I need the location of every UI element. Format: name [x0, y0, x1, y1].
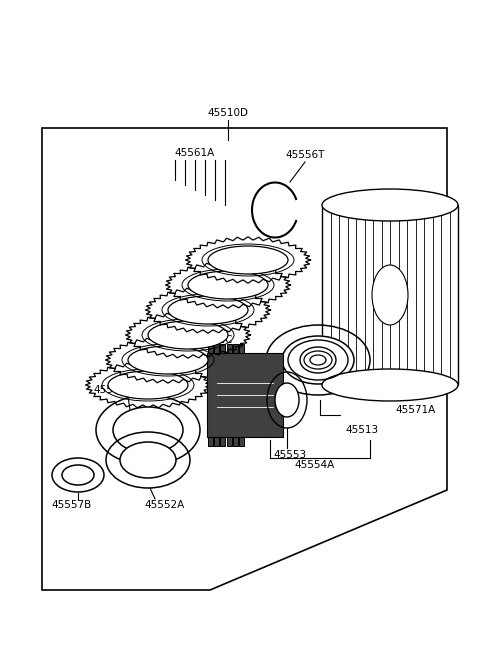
Ellipse shape	[322, 189, 458, 221]
Polygon shape	[240, 344, 244, 353]
Polygon shape	[233, 344, 238, 353]
Ellipse shape	[275, 383, 299, 417]
Text: 45554A: 45554A	[295, 460, 335, 470]
Text: 45561A: 45561A	[175, 148, 215, 158]
Ellipse shape	[113, 407, 183, 453]
Polygon shape	[214, 344, 219, 353]
Ellipse shape	[282, 336, 354, 384]
Ellipse shape	[188, 271, 268, 299]
Polygon shape	[220, 344, 226, 353]
Polygon shape	[233, 437, 238, 446]
Text: 45510D: 45510D	[207, 108, 249, 118]
Ellipse shape	[108, 371, 188, 399]
Text: 45553: 45553	[274, 450, 307, 460]
Polygon shape	[214, 437, 219, 446]
Polygon shape	[220, 437, 226, 446]
Polygon shape	[207, 353, 283, 437]
Ellipse shape	[148, 321, 228, 349]
Ellipse shape	[168, 296, 248, 324]
Ellipse shape	[208, 246, 288, 274]
Text: 45556T: 45556T	[285, 150, 324, 160]
Text: 45557B: 45557B	[52, 500, 92, 510]
Polygon shape	[227, 344, 232, 353]
Ellipse shape	[128, 346, 208, 374]
Text: 45513: 45513	[345, 425, 378, 435]
Ellipse shape	[322, 369, 458, 401]
Polygon shape	[227, 437, 232, 446]
Ellipse shape	[372, 265, 408, 325]
Text: 45575: 45575	[94, 385, 127, 395]
Text: 45581C: 45581C	[193, 335, 233, 345]
Text: 45571A: 45571A	[395, 405, 435, 415]
Polygon shape	[322, 205, 458, 385]
Ellipse shape	[310, 355, 326, 365]
Polygon shape	[240, 437, 244, 446]
Text: 45552A: 45552A	[145, 500, 185, 510]
Ellipse shape	[62, 465, 94, 485]
Ellipse shape	[120, 442, 176, 478]
Ellipse shape	[300, 347, 336, 373]
Polygon shape	[208, 437, 213, 446]
Polygon shape	[208, 344, 213, 353]
